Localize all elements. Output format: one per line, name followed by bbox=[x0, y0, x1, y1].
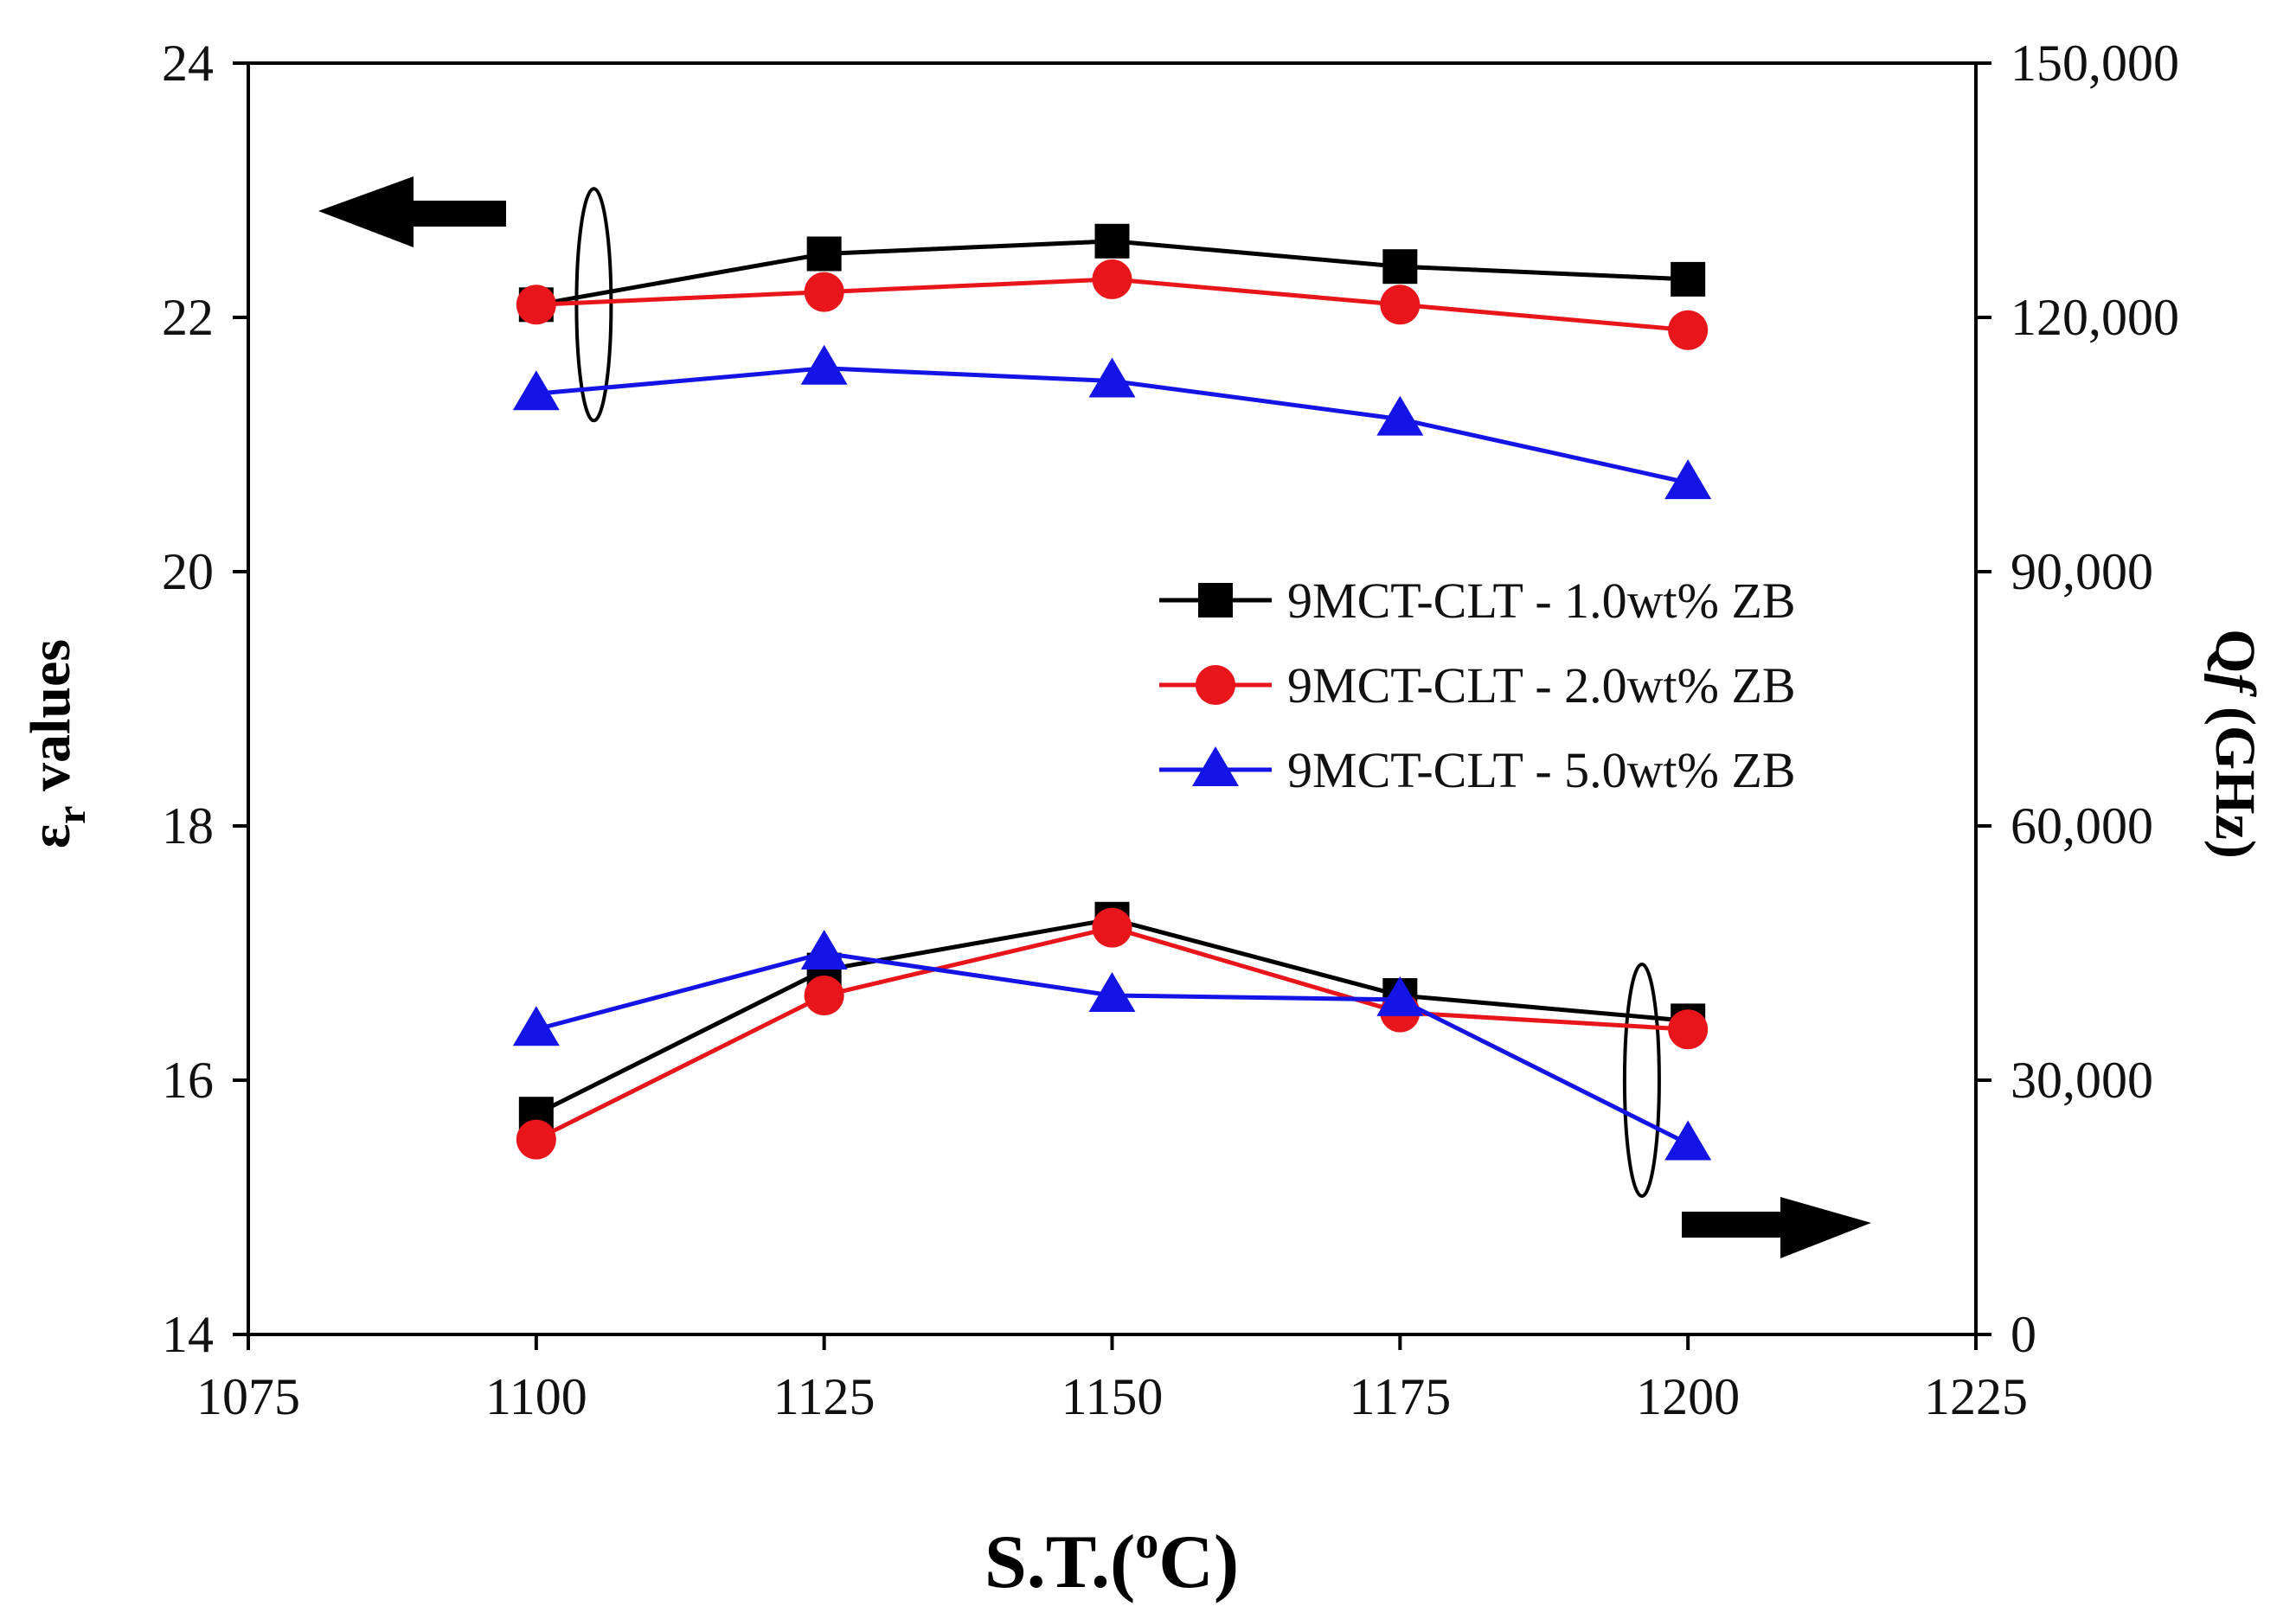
legend-item-1: 9MCT-CLT - 1.0wt% ZB bbox=[1159, 573, 1796, 629]
er-point bbox=[512, 370, 560, 411]
legend-item-2: 9MCT-CLT - 2.0wt% ZB bbox=[1159, 657, 1796, 714]
legend-item-3: 9MCT-CLT - 5.0wt% ZB bbox=[1159, 742, 1796, 798]
er-point bbox=[806, 236, 842, 272]
qf-point bbox=[1092, 907, 1132, 948]
er-point bbox=[516, 285, 556, 325]
er-point bbox=[1668, 310, 1709, 350]
ticks-layer: 1075 1100 1125 1150 1175 1200 1225 14 16 18 20 22 24… bbox=[162, 35, 2179, 1425]
qf-point bbox=[516, 1119, 556, 1160]
er-point bbox=[1664, 459, 1712, 500]
x-tick-label: 1075 bbox=[196, 1368, 300, 1425]
series-layer bbox=[512, 223, 1712, 1161]
y-left-tick-label: 20 bbox=[162, 543, 214, 600]
y-right-tick-label: 120,000 bbox=[2011, 289, 2179, 346]
legend-label: 9MCT-CLT - 5.0wt% ZB bbox=[1287, 742, 1796, 798]
y-right-tick-label: 90,000 bbox=[2011, 543, 2153, 600]
left-axis-arrow bbox=[318, 176, 506, 247]
annotations bbox=[318, 176, 1871, 1258]
er-point bbox=[1376, 395, 1424, 436]
qf-point bbox=[512, 1006, 560, 1046]
y-right-tick-label: 60,000 bbox=[2011, 797, 2153, 854]
er-point bbox=[1671, 261, 1706, 297]
er-point bbox=[1092, 259, 1132, 299]
y-axis-left-title: εr values bbox=[19, 639, 94, 848]
y-left-tick-label: 22 bbox=[162, 289, 214, 346]
qf-group-ellipse bbox=[1622, 963, 1661, 1198]
qf-point bbox=[804, 976, 844, 1015]
qf-point bbox=[800, 930, 848, 969]
right-axis-arrow bbox=[1682, 1197, 1871, 1258]
legend-label: 9MCT-CLT - 1.0wt% ZB bbox=[1287, 573, 1796, 629]
er-point bbox=[1094, 223, 1130, 259]
legend-marker bbox=[1198, 583, 1233, 618]
x-axis-title: S.T.(oC) bbox=[984, 1516, 1239, 1604]
legend-label: 9MCT-CLT - 2.0wt% ZB bbox=[1287, 657, 1796, 714]
qf-point bbox=[1376, 976, 1424, 1016]
x-tick-label: 1200 bbox=[1636, 1368, 1740, 1425]
legend: 9MCT-CLT - 1.0wt% ZB 9MCT-CLT - 2.0wt% ZB… bbox=[1159, 573, 1796, 798]
y-right-tick-label: 150,000 bbox=[2011, 35, 2179, 92]
y-axis-right-title: Qf (GHz) bbox=[2203, 629, 2267, 859]
x-tick-label: 1150 bbox=[1061, 1368, 1164, 1425]
qf-point bbox=[1088, 972, 1136, 1012]
x-tick-label: 1125 bbox=[773, 1368, 875, 1425]
er-point bbox=[1382, 249, 1418, 285]
y-left-tick-label: 16 bbox=[162, 1052, 214, 1109]
er-point bbox=[1380, 285, 1421, 325]
legend-marker bbox=[1196, 665, 1235, 705]
y-right-tick-label: 0 bbox=[2011, 1306, 2036, 1363]
y-left-tick-label: 14 bbox=[162, 1306, 214, 1363]
er-point bbox=[1088, 357, 1136, 398]
qf-line bbox=[535, 917, 1689, 1117]
y-left-tick-label: 24 bbox=[162, 35, 214, 92]
qf-line bbox=[535, 925, 1689, 1142]
x-tick-label: 1100 bbox=[485, 1368, 587, 1425]
x-tick-label: 1225 bbox=[1924, 1368, 2028, 1425]
qf-point bbox=[1664, 1120, 1712, 1161]
qf-point bbox=[1668, 1009, 1709, 1050]
legend-marker bbox=[1192, 746, 1239, 786]
er-point bbox=[800, 344, 848, 385]
x-tick-label: 1175 bbox=[1349, 1368, 1451, 1425]
er-point bbox=[804, 272, 844, 312]
y-right-tick-label: 30,000 bbox=[2011, 1052, 2153, 1109]
series-3 bbox=[512, 344, 1712, 1161]
y-left-tick-label: 18 bbox=[162, 797, 214, 854]
